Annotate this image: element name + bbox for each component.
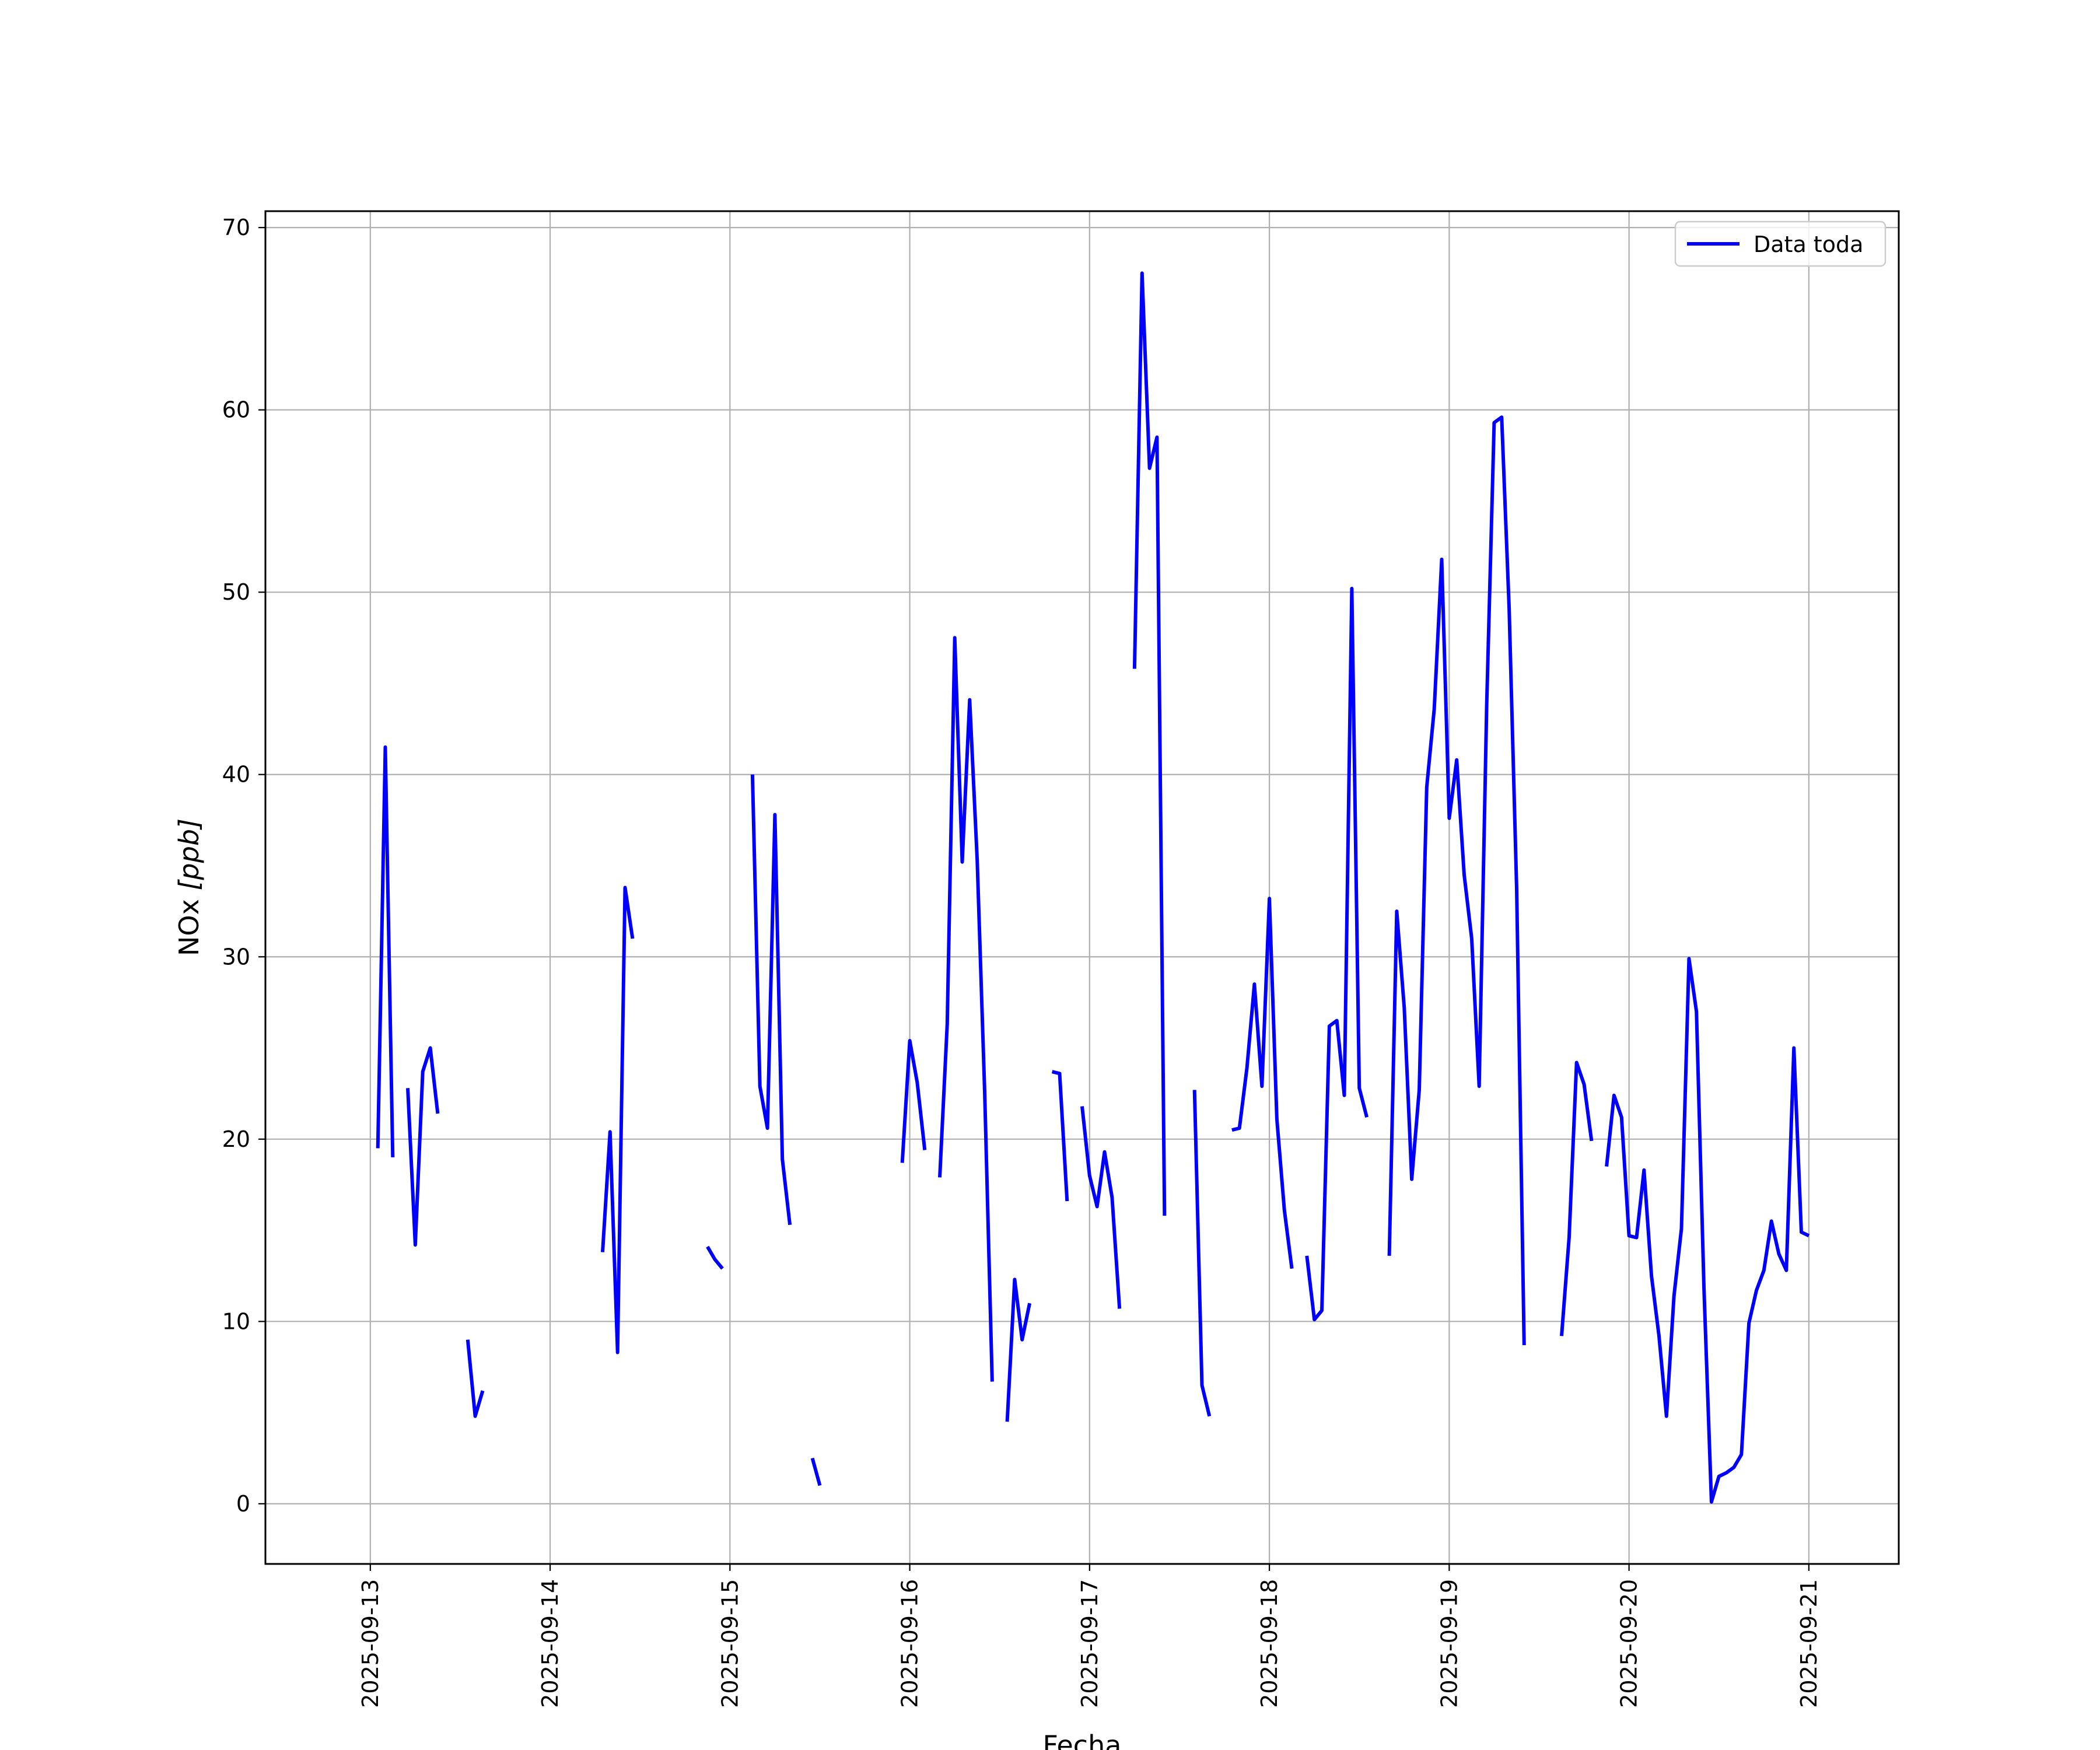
x-tick-label: 2025-09-16 xyxy=(897,1579,923,1708)
series-line-segment xyxy=(1387,415,1526,1346)
y-axis-label-quantity: NOx xyxy=(173,899,205,956)
series-line-segment xyxy=(1080,1106,1122,1309)
x-tick-label: 2025-09-20 xyxy=(1616,1579,1642,1708)
y-tick-label: 0 xyxy=(236,1491,250,1517)
series-line-segment xyxy=(406,1046,440,1247)
series-line-segment xyxy=(1132,271,1167,1216)
series-line-segment xyxy=(1231,897,1294,1269)
y-tick-label: 20 xyxy=(222,1126,250,1152)
y-tick-label: 30 xyxy=(222,944,250,970)
legend-label-data-toda: Data toda xyxy=(1754,232,1863,257)
series-line-segment xyxy=(1005,1278,1032,1422)
y-axis-label: NOx [ppb] xyxy=(173,818,205,956)
x-tick-label: 2025-09-13 xyxy=(358,1579,383,1708)
y-tick-label: 50 xyxy=(222,579,250,605)
plot-frame xyxy=(264,210,1900,1565)
x-axis-ticks: 2025-09-13 2025-09-14 2025-09-15 2025-09-16… xyxy=(358,1564,1822,1708)
y-axis-ticks: 0 10 20 30 40 50 60 70 xyxy=(222,215,265,1517)
x-tick-label: 2025-09-14 xyxy=(537,1579,563,1708)
series-line-segment xyxy=(1605,957,1810,1504)
series-line-segment xyxy=(938,636,994,1382)
y-tick-label: 40 xyxy=(222,762,250,788)
series-line-segment xyxy=(900,1039,927,1163)
series-line-segment xyxy=(1192,1090,1212,1417)
series-line-segment xyxy=(376,745,395,1158)
series-line-segment xyxy=(750,774,792,1226)
x-tick-label: 2025-09-18 xyxy=(1256,1579,1282,1708)
x-tick-label: 2025-09-19 xyxy=(1436,1579,1462,1708)
y-tick-label: 60 xyxy=(222,397,250,423)
series-line-segment xyxy=(1305,586,1369,1322)
series-line-segment xyxy=(466,1339,485,1418)
series-data-toda xyxy=(376,271,1810,1504)
y-axis-label-unit: [ppb] xyxy=(173,818,205,891)
series-line-segment xyxy=(810,1457,822,1486)
x-tick-label: 2025-09-17 xyxy=(1077,1579,1102,1708)
y-tick-label: 10 xyxy=(222,1308,250,1334)
series-line-segment xyxy=(1560,1060,1594,1336)
grid xyxy=(265,211,1899,1564)
legend-box xyxy=(1674,220,1887,267)
legend: Data toda xyxy=(1674,220,1887,267)
y-tick-label: 70 xyxy=(222,215,250,240)
x-tick-label: 2025-09-15 xyxy=(717,1579,743,1708)
series-line-segment xyxy=(601,886,635,1354)
x-axis-label: Fecha xyxy=(1043,1730,1122,1750)
series-line-segment xyxy=(706,1245,724,1270)
series-line-segment xyxy=(1051,1070,1069,1202)
x-tick-label: 2025-09-21 xyxy=(1796,1579,1822,1708)
